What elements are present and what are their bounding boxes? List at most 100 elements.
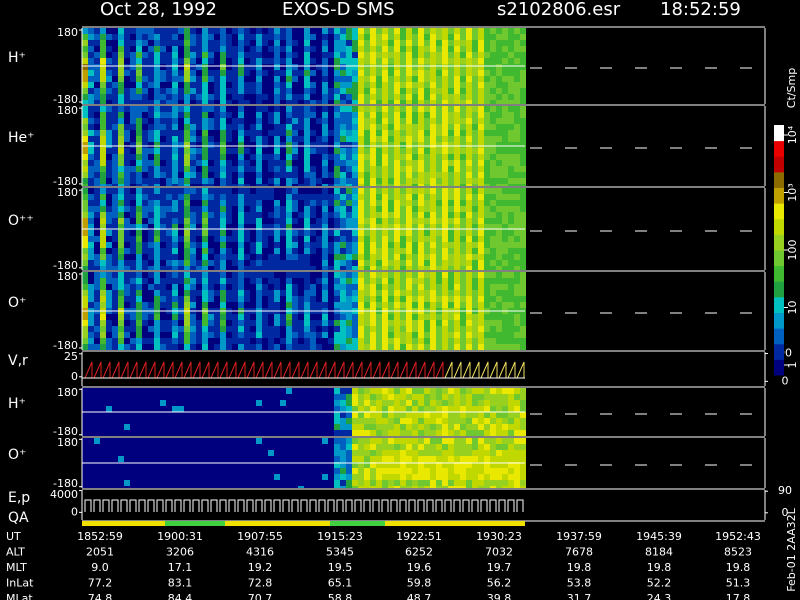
spectrogram-cell (346, 320, 352, 326)
spectrogram-cell (148, 394, 154, 400)
spectrogram-cell (256, 28, 262, 34)
spectrogram-cell (238, 76, 244, 82)
spectrogram-cell (322, 40, 328, 46)
spectrogram-cell (340, 160, 346, 166)
spectrogram-cell (496, 254, 502, 260)
spectrogram-cell (370, 76, 376, 82)
spectrogram-cell (208, 406, 214, 412)
spectrogram-cell (172, 236, 178, 242)
spectrogram-cell (352, 266, 358, 270)
spectrogram-cell (190, 302, 196, 308)
spectrogram-cell (250, 70, 256, 76)
spectrogram-cell (520, 200, 526, 206)
spectrogram-cell (268, 412, 274, 418)
spectrogram-cell (370, 254, 376, 260)
spectrogram-cell (508, 266, 514, 270)
spectrogram-cell (424, 136, 430, 142)
spectrogram-cell (256, 154, 262, 160)
spectrogram-cell (82, 424, 88, 430)
spectrogram-cell (490, 200, 496, 206)
spectrogram-cell (118, 430, 124, 436)
spectrogram-cell (352, 88, 358, 94)
spectrogram-cell (418, 118, 424, 124)
spectrogram-cell (184, 284, 190, 290)
spectrogram-cell (130, 76, 136, 82)
spectrogram-cell (280, 326, 286, 332)
spectrogram-cell (454, 296, 460, 302)
spectrogram-cell (268, 94, 274, 100)
spectrogram-cell (148, 314, 154, 320)
spectrogram-cell (334, 430, 340, 436)
spectrogram-cell (148, 148, 154, 154)
spectrogram-cell (232, 218, 238, 224)
spectrogram-cell (208, 388, 214, 394)
spectrogram-cell (400, 188, 406, 194)
spectrogram-cell (142, 278, 148, 284)
spectrogram-cell (490, 302, 496, 308)
spectrogram-cell (88, 172, 94, 178)
spectrogram-cell (232, 172, 238, 178)
spectrogram-cell (148, 450, 154, 456)
spectrogram-cell (118, 462, 124, 468)
spectrogram-cell (508, 172, 514, 178)
spectrogram-cell (268, 130, 274, 136)
spectrogram-cell (172, 34, 178, 40)
spectrogram-cell (508, 112, 514, 118)
spectrogram-cell (520, 344, 526, 350)
spectrogram-cell (286, 46, 292, 52)
spectrogram-cell (136, 154, 142, 160)
spectrogram-cell (436, 406, 442, 412)
spectrogram-cell (382, 70, 388, 76)
spectrogram-cell (508, 46, 514, 52)
spectrogram-cell (214, 290, 220, 296)
spectrogram-cell (106, 400, 112, 406)
spectrogram-cell (430, 418, 436, 424)
spectrogram-cell (304, 184, 310, 186)
spectrogram-cell (124, 194, 130, 200)
spectrogram-cell (214, 242, 220, 248)
spectrogram-cell (190, 64, 196, 70)
spectrogram-cell (376, 64, 382, 70)
spectrogram-cell (136, 142, 142, 148)
spectrogram-cell (184, 456, 190, 462)
spectrogram-cell (250, 34, 256, 40)
spectrogram-cell (508, 194, 514, 200)
spectrogram-cell (316, 296, 322, 302)
spectrogram-cell (88, 344, 94, 350)
spectrogram-cell (172, 444, 178, 450)
spectrogram-cell (430, 400, 436, 406)
spectrogram-cell (466, 248, 472, 254)
spectrogram-cell (88, 230, 94, 236)
spectrogram-cell (250, 184, 256, 186)
spectrogram-cell (232, 474, 238, 480)
spectrogram-cell (226, 394, 232, 400)
spectrogram-cell (286, 230, 292, 236)
spectrogram-cell (118, 394, 124, 400)
spectrogram-cell (364, 206, 370, 212)
spectrogram-cell (178, 218, 184, 224)
spectrogram-cell (244, 406, 250, 412)
spectrogram-cell (430, 100, 436, 104)
spectrogram-cell (508, 142, 514, 148)
spectrogram-cell (220, 326, 226, 332)
spectrogram-cell (370, 430, 376, 436)
spectrogram-cell (502, 248, 508, 254)
spectrogram-cell (292, 236, 298, 242)
spectrogram-cell (184, 290, 190, 296)
spectrogram-cell (286, 332, 292, 338)
spectrogram-cell (88, 142, 94, 148)
spectrogram-cell (154, 64, 160, 70)
spectrogram-cell (100, 142, 106, 148)
spectrogram-cell (226, 118, 232, 124)
spectrogram-cell (412, 172, 418, 178)
spectrogram-cell (154, 424, 160, 430)
spectrogram-cell (226, 326, 232, 332)
spectrogram-cell (442, 64, 448, 70)
spectrogram-cell (376, 40, 382, 46)
spectrogram-cell (178, 266, 184, 270)
spectrogram-cell (160, 320, 166, 326)
spectrogram-cell (346, 418, 352, 424)
spectrogram-cell (448, 394, 454, 400)
spectrogram-cell (472, 242, 478, 248)
spectrogram-cell (262, 254, 268, 260)
